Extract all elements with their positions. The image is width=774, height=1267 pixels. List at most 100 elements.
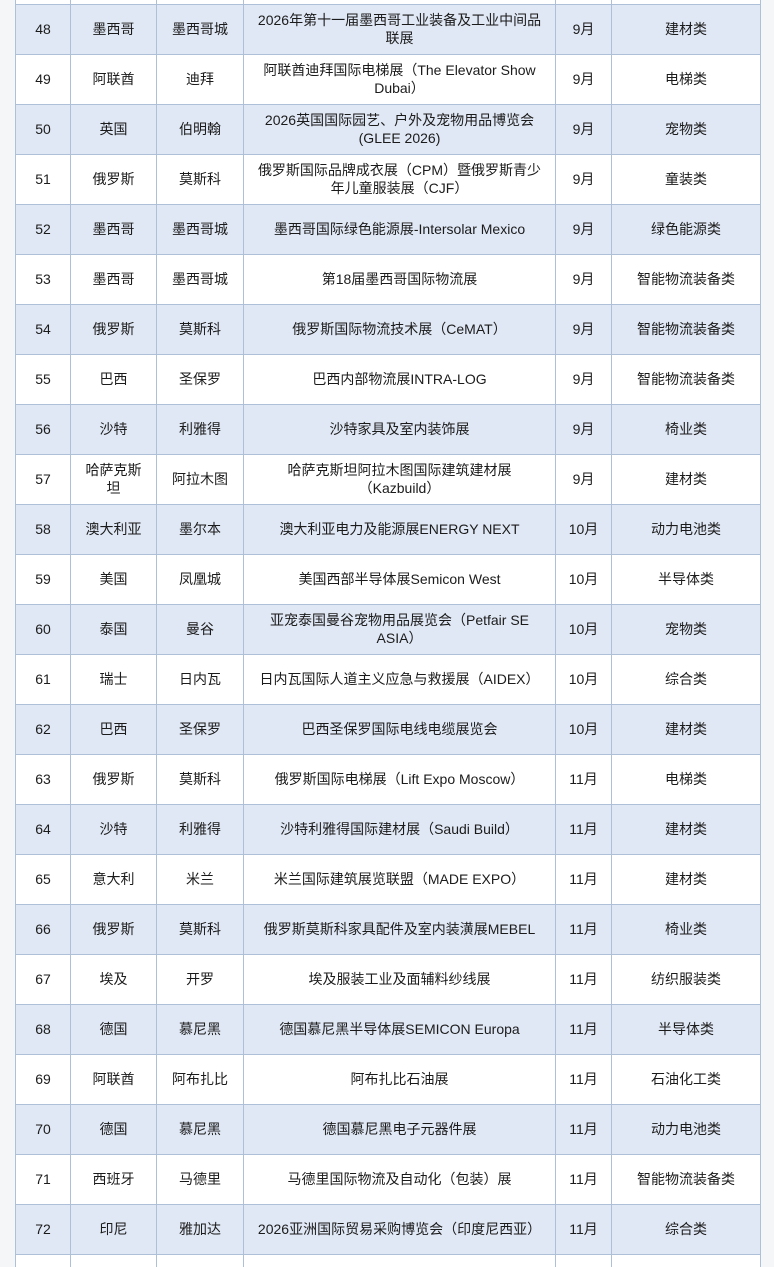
cell-exhibition-name: 日内瓦国际人道主义应急与救援展（AIDEX） (243, 653, 556, 705)
cell-month: 9月 (555, 253, 612, 305)
cell-index: 49 (15, 53, 71, 105)
cell-exhibition-name: 沙特家具及室内装饰展 (243, 403, 556, 455)
table-row: 54 俄罗斯 莫斯科 俄罗斯国际物流技术展（CeMAT） 9月 智能物流装备类 (15, 303, 761, 355)
cell-city: 莫斯科 (156, 903, 244, 955)
cell-city: 阿布扎比 (156, 1053, 244, 1105)
cell-category: 宠物类 (611, 103, 761, 155)
cell-exhibition-name: 2026英国国际园艺、户外及宠物用品博览会(GLEE 2026) (243, 103, 556, 155)
cell-exhibition-name: 美国西部半导体展Semicon West (243, 553, 556, 605)
cell-index: 64 (15, 803, 71, 855)
cell-index: 62 (15, 703, 71, 755)
cell-exhibition-name: 马德里国际物流及自动化（包装）展 (243, 1153, 556, 1205)
cell-category: 智能物流装备类 (611, 253, 761, 305)
cell-category: 动力电池类 (611, 503, 761, 555)
cell-exhibition-name: 澳大利亚电力及能源展ENERGY NEXT (243, 503, 556, 555)
cell-month: 10月 (555, 603, 612, 655)
cell-country: 巴西 (70, 353, 157, 405)
cell-category: 纺织服装类 (611, 953, 761, 1005)
table-row: 62 巴西 圣保罗 巴西圣保罗国际电线电缆展览会 10月 建材类 (15, 703, 761, 755)
cell-city: 雅加达 (156, 1203, 244, 1255)
cell-city: 墨西哥城 (156, 203, 244, 255)
exhibition-table: 48 墨西哥 墨西哥城 2026年第十一届墨西哥工业装备及工业中间品联展 9月 … (15, 0, 761, 1267)
cell-city: 马德里 (156, 1153, 244, 1205)
cell-month: 11月 (555, 1103, 612, 1155)
cell-city: 阿拉木图 (156, 453, 244, 505)
cell-month: 9月 (555, 53, 612, 105)
cell-month: 11月 (555, 753, 612, 805)
cell-category: 童装类 (611, 153, 761, 205)
cell-country: 泰国 (70, 603, 157, 655)
cell-index: 70 (15, 1103, 71, 1155)
cell-category: 智能物流装备类 (611, 303, 761, 355)
cell-country: 巴西 (70, 703, 157, 755)
cell-country: 德国 (70, 1003, 157, 1055)
cell-country: 墨西哥 (70, 203, 157, 255)
cell-month: 11月 (555, 1053, 612, 1105)
cell-exhibition-name: 德国慕尼黑电子元器件展 (243, 1103, 556, 1155)
cell-month: 10月 (555, 503, 612, 555)
table-row: 55 巴西 圣保罗 巴西内部物流展INTRA-LOG 9月 智能物流装备类 (15, 353, 761, 405)
cell-index: 51 (15, 153, 71, 205)
cell-city: 墨西哥城 (156, 3, 244, 55)
table-row: 56 沙特 利雅得 沙特家具及室内装饰展 9月 椅业类 (15, 403, 761, 455)
cell-category: 建材类 (611, 853, 761, 905)
table-row: 63 俄罗斯 莫斯科 俄罗斯国际电梯展（Lift Expo Moscow） 11… (15, 753, 761, 805)
cell-country: 澳大利亚 (70, 503, 157, 555)
cell-index: 61 (15, 653, 71, 705)
cell-exhibition-name: 第18届墨西哥国际物流展 (243, 253, 556, 305)
cell-city: 米兰 (156, 853, 244, 905)
cell-city: 莫斯科 (156, 303, 244, 355)
cell-country: 德国 (70, 1103, 157, 1155)
table-row: 72 印尼 雅加达 2026亚洲国际贸易采购博览会（印度尼西亚） 11月 综合类 (15, 1203, 761, 1255)
cell-index: 60 (15, 603, 71, 655)
cell-city: 慕尼黑 (156, 1003, 244, 1055)
cell-country: 沙特 (70, 403, 157, 455)
cell-country: 阿联酋 (70, 1053, 157, 1105)
cell-category: 电梯类 (611, 753, 761, 805)
table-row: 52 墨西哥 墨西哥城 墨西哥国际绿色能源展-Intersolar Mexico… (15, 203, 761, 255)
cell-month: 11月 (555, 903, 612, 955)
cell-exhibition-name: 亚宠泰国曼谷宠物用品展览会（Petfair SE ASIA） (243, 603, 556, 655)
exhibition-table-container: 48 墨西哥 墨西哥城 2026年第十一届墨西哥工业装备及工业中间品联展 9月 … (15, 0, 761, 1267)
cell-city: 凤凰城 (156, 553, 244, 605)
cell-country: 西班牙 (70, 1153, 157, 1205)
table-row: 58 澳大利亚 墨尔本 澳大利亚电力及能源展ENERGY NEXT 10月 动力… (15, 503, 761, 555)
cell-country: 俄罗斯 (70, 903, 157, 955)
cell-month: 11月 (555, 1153, 612, 1205)
cell-exhibition-name: 巴西圣保罗国际电线电缆展览会 (243, 703, 556, 755)
cell-country: 美国 (70, 553, 157, 605)
cell-index: 54 (15, 303, 71, 355)
cell-city: 圣保罗 (156, 353, 244, 405)
cell-exhibition-name: 德国慕尼黑半导体展SEMICON Europa (243, 1003, 556, 1055)
cell-month: 9月 (555, 3, 612, 55)
cell-country: 意大利 (70, 853, 157, 905)
cell-city: 曼谷 (156, 603, 244, 655)
cell-country: 墨西哥 (70, 253, 157, 305)
table-row: 60 泰国 曼谷 亚宠泰国曼谷宠物用品展览会（Petfair SE ASIA） … (15, 603, 761, 655)
cell-month: 9月 (555, 453, 612, 505)
table-row: 53 墨西哥 墨西哥城 第18届墨西哥国际物流展 9月 智能物流装备类 (15, 253, 761, 305)
cell-category: 石油化工类 (611, 1053, 761, 1105)
cell-month: 11月 (555, 1203, 612, 1255)
cell-city: 莫斯科 (156, 753, 244, 805)
cell-index: 57 (15, 453, 71, 505)
cell-month: 11月 (555, 1003, 612, 1055)
cell-country: 瑞士 (70, 653, 157, 705)
cell-month: 9月 (555, 153, 612, 205)
cell-city: 开罗 (156, 953, 244, 1005)
table-row: 61 瑞士 日内瓦 日内瓦国际人道主义应急与救援展（AIDEX） 10月 综合类 (15, 653, 761, 705)
cell-category: 绿色能源类 (611, 203, 761, 255)
cell-month: 11月 (555, 953, 612, 1005)
cell-month: 9月 (555, 203, 612, 255)
cell-exhibition-name: 米兰国际建筑展览联盟（MADE EXPO） (243, 853, 556, 905)
cell-index: 63 (15, 753, 71, 805)
cell-category: 综合类 (611, 653, 761, 705)
cell-exhibition-name: 俄罗斯国际物流技术展（CeMAT） (243, 303, 556, 355)
cell-exhibition-name: 2026亚洲国际贸易采购博览会（印度尼西亚） (243, 1203, 556, 1255)
cell-country: 沙特 (70, 803, 157, 855)
cell-exhibition-name: 墨西哥国际绿色能源展-Intersolar Mexico (243, 203, 556, 255)
cell-category: 建材类 (611, 803, 761, 855)
cell-month: 9月 (555, 103, 612, 155)
cell-country: 俄罗斯 (70, 153, 157, 205)
